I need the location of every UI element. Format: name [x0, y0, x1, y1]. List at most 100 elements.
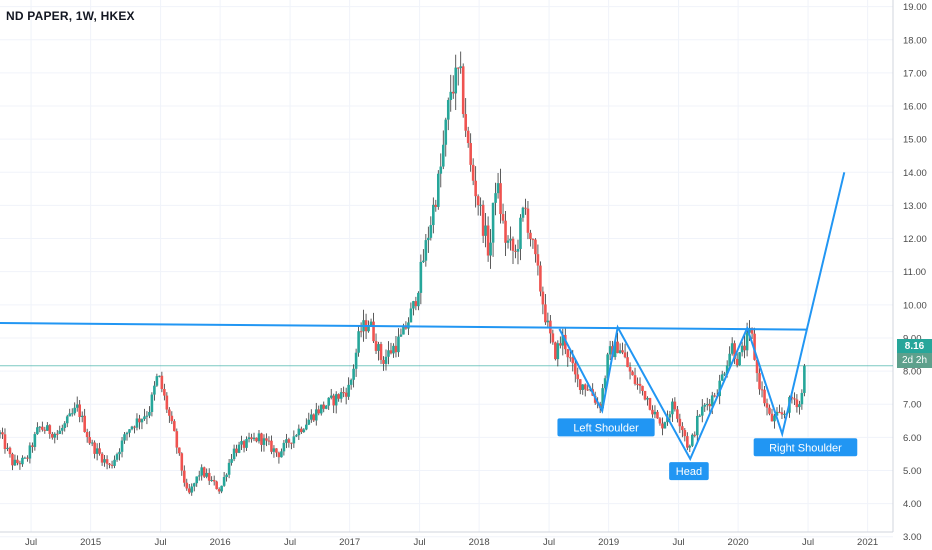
- y-tick-label: 13.00: [903, 201, 927, 212]
- bar-countdown-badge: 2d 2h: [897, 353, 932, 368]
- candle-body: [267, 440, 271, 442]
- candle-body: [140, 419, 144, 423]
- y-tick-label: 17.00: [903, 68, 927, 79]
- annotation-left-shoulder-box[interactable]: [557, 418, 655, 437]
- candle-body: [255, 437, 258, 442]
- candle-body: [115, 454, 119, 460]
- candle-body: [31, 445, 34, 447]
- candle-body: [499, 183, 502, 215]
- candle-body: [688, 445, 692, 448]
- candle-body: [656, 411, 659, 419]
- candle-body: [327, 397, 331, 406]
- candle-body: [663, 422, 667, 429]
- candle-body: [334, 394, 338, 406]
- annotation-head-box[interactable]: [669, 462, 709, 481]
- candle-body: [369, 321, 373, 326]
- candle-body: [262, 438, 266, 445]
- candle-body: [735, 358, 739, 366]
- candle-body: [519, 217, 522, 249]
- resistance-trendline[interactable]: [0, 322, 807, 331]
- candle-body: [312, 414, 316, 421]
- candle-body: [113, 459, 116, 466]
- candle-body: [760, 389, 764, 391]
- candle-body: [765, 403, 769, 408]
- candle-body: [740, 345, 744, 353]
- candle-body: [272, 448, 276, 452]
- candle-body: [695, 415, 699, 436]
- candle-body: [202, 467, 206, 477]
- candle-body: [434, 204, 438, 207]
- chart-title: ND PAPER, 1W, HKEX: [6, 9, 135, 23]
- candle-body: [427, 237, 430, 241]
- candle-body: [100, 453, 104, 463]
- candle-body: [88, 437, 91, 444]
- candle-body: [459, 66, 463, 69]
- candle-body: [790, 397, 794, 399]
- candle-body: [524, 207, 527, 209]
- candle-body: [359, 331, 363, 333]
- candle-body: [230, 459, 233, 463]
- candle-body: [628, 366, 632, 372]
- candle-body: [775, 411, 779, 416]
- candle-body: [710, 395, 714, 407]
- candle-body: [783, 413, 786, 415]
- x-tick-label: 2019: [598, 537, 619, 548]
- candle-body: [65, 416, 69, 424]
- candle-body: [240, 441, 243, 445]
- candle-body: [494, 193, 497, 203]
- candle-body: [474, 180, 477, 197]
- candle-body: [83, 415, 86, 432]
- candle-body: [332, 395, 336, 406]
- candle-body: [130, 426, 134, 430]
- candle-body: [46, 425, 49, 431]
- candle-body: [180, 453, 184, 471]
- candle-body: [466, 130, 470, 144]
- candle-body: [21, 457, 24, 465]
- candle-body: [252, 437, 256, 440]
- candle-body: [237, 444, 241, 453]
- candle-body: [770, 413, 774, 422]
- candle-body: [748, 327, 751, 333]
- candle-body: [220, 485, 223, 492]
- candle-body: [392, 345, 395, 354]
- candle-body: [53, 433, 57, 438]
- candle-body: [344, 392, 348, 397]
- candle-body: [409, 308, 413, 323]
- candle-body: [73, 407, 77, 414]
- head-shoulders-pattern-line[interactable]: [558, 172, 846, 462]
- x-tick-label: Jul: [284, 537, 296, 548]
- candle-body: [195, 476, 199, 484]
- annotation-right-shoulder-box[interactable]: [753, 438, 858, 457]
- candle-body: [758, 373, 761, 390]
- x-tick-label: 2015: [80, 537, 101, 548]
- candle-body: [504, 220, 507, 243]
- candle-body: [48, 425, 52, 434]
- candle-body: [329, 395, 333, 398]
- candle-body: [454, 67, 458, 94]
- candle-body: [297, 428, 301, 436]
- candle-body: [307, 419, 311, 425]
- candle-body: [68, 413, 72, 417]
- candle-body: [693, 434, 697, 436]
- candle-body: [626, 357, 629, 367]
- candle-body: [105, 459, 109, 464]
- candle-body: [173, 421, 176, 432]
- y-tick-label: 8.00: [903, 367, 922, 378]
- candle-body: [641, 385, 644, 391]
- candle-body: [444, 119, 448, 145]
- candle-body: [245, 439, 248, 448]
- candle-body: [745, 332, 749, 351]
- candle-body: [314, 409, 318, 421]
- candle-body: [399, 334, 403, 337]
- candle-body: [168, 409, 171, 416]
- candle-body: [150, 394, 154, 412]
- y-tick-label: 14.00: [903, 168, 927, 179]
- y-tick-label: 10.00: [903, 300, 927, 311]
- candle-body: [601, 388, 604, 409]
- candle-body: [743, 345, 746, 351]
- candle-body: [581, 384, 585, 390]
- y-tick-label: 19.00: [903, 2, 927, 13]
- candle-body: [280, 451, 283, 458]
